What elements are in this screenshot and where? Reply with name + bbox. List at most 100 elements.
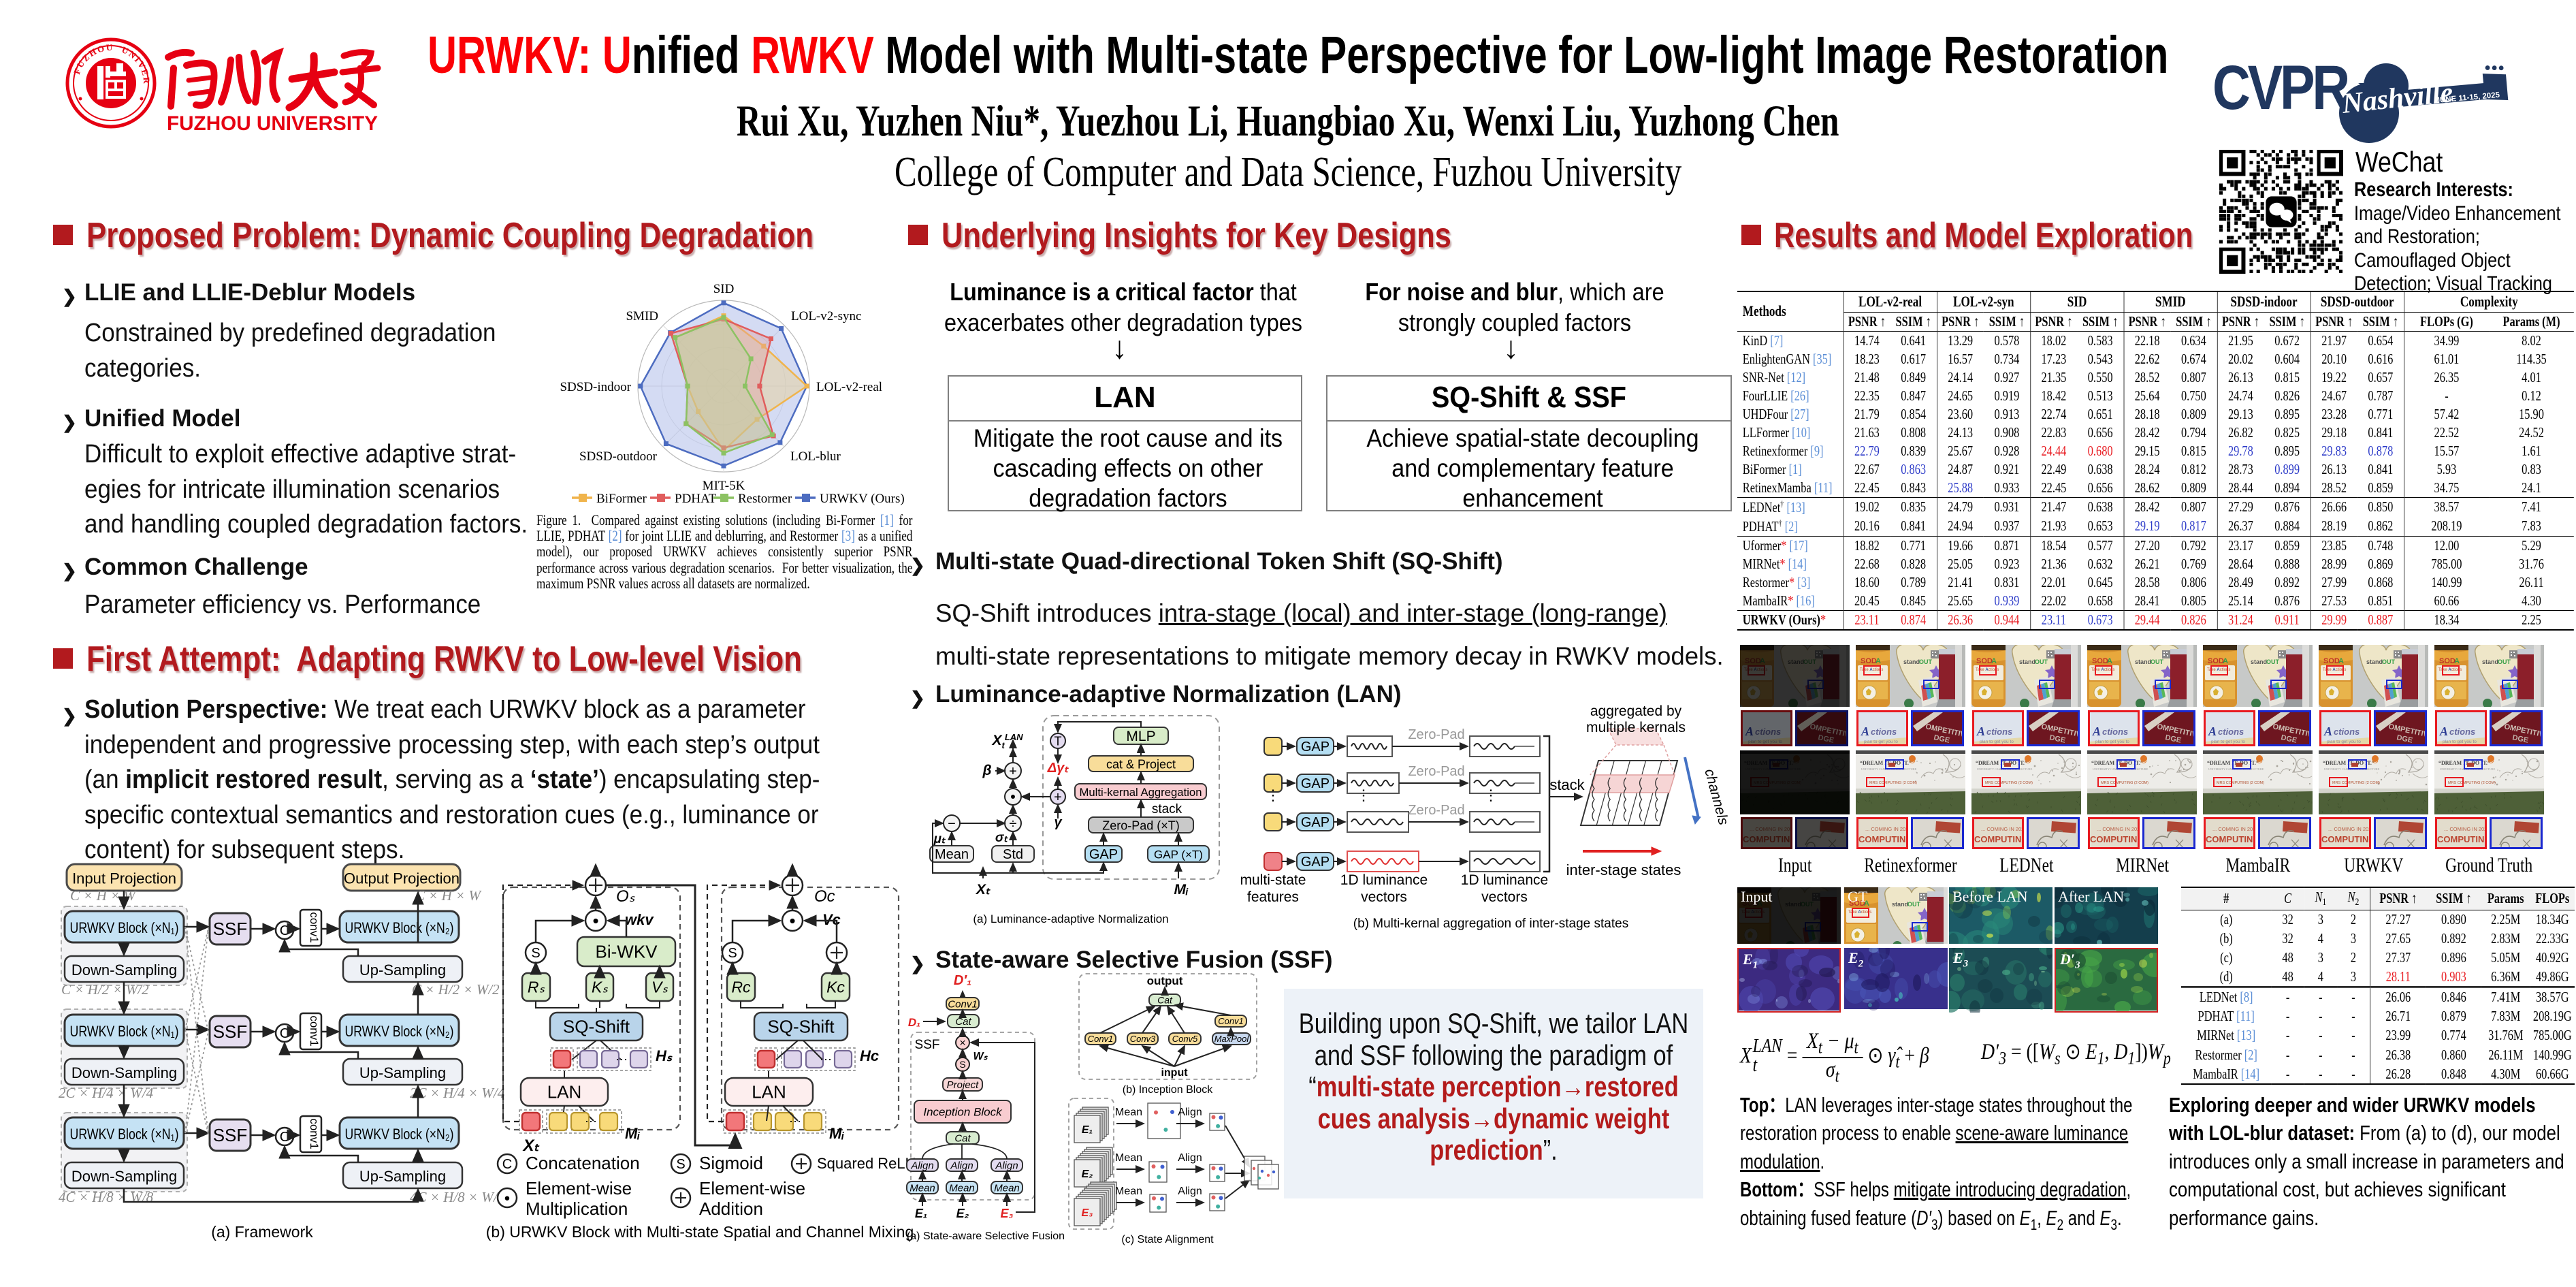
svg-text:Mᵢ: Mᵢ — [1174, 882, 1188, 897]
svg-text:Multi-kernal Aggregation: Multi-kernal Aggregation — [1080, 786, 1202, 799]
svg-text:Squared ReLU: Squared ReLU — [817, 1155, 916, 1172]
svg-text:1D luminance: 1D luminance — [1461, 872, 1548, 888]
svg-text:LOL-v2-sync: LOL-v2-sync — [791, 309, 861, 323]
svg-text:Conv1: Conv1 — [1218, 1016, 1244, 1026]
svg-text:LAN: LAN — [547, 1082, 582, 1102]
svg-text:•: • — [789, 910, 795, 931]
svg-text:S: S — [728, 946, 737, 961]
svg-text:β: β — [982, 763, 991, 778]
svg-text:Oc: Oc — [814, 887, 835, 906]
svg-text:÷: ÷ — [1010, 816, 1017, 831]
svg-text:SDSD-outdoor: SDSD-outdoor — [579, 449, 658, 464]
svg-text:conv1: conv1 — [308, 1015, 321, 1046]
svg-text:URWKV Block (×N₁): URWKV Block (×N₁) — [70, 919, 179, 936]
svg-text:ctions: ctions — [2334, 727, 2360, 737]
svg-text:1D luminance: 1D luminance — [1340, 872, 1428, 888]
svg-text:γ: γ — [1054, 815, 1063, 830]
svg-text:C: C — [280, 1026, 289, 1041]
svg-text:ctions: ctions — [2102, 727, 2128, 737]
svg-text:Take Actions: Take Actions — [2438, 668, 2462, 672]
svg-text:COMPUTING (: COMPUTING ( — [2321, 834, 2371, 844]
svg-text:MIT-5K: MIT-5K — [703, 479, 745, 493]
svg-text:⋮: ⋮ — [1356, 786, 1371, 804]
svg-text:stand: stand — [1892, 901, 1908, 908]
svg-text:COMPUTING (: COMPUTING ( — [1858, 834, 1908, 844]
svg-text:SOD: SOD — [1745, 657, 1761, 665]
svg-text:DGE: DGE — [1817, 733, 1835, 745]
svg-text:Vₛ: Vₛ — [651, 979, 668, 996]
svg-text:plan to get you to: plan to get you to — [1980, 740, 2014, 744]
svg-text:input: input — [1161, 1067, 1188, 1079]
svg-text:MRS COMPUTING (2 COM): MRS COMPUTING (2 COM) — [1985, 781, 2033, 785]
svg-text:OUT: OUT — [2382, 658, 2396, 665]
svg-text:aggregated by: aggregated by — [1590, 703, 1682, 719]
svg-text:Δγₜ: Δγₜ — [1047, 761, 1069, 776]
svg-text:vectors: vectors — [1481, 889, 1528, 905]
svg-text:Zero-Pad: Zero-Pad — [1408, 803, 1464, 818]
svg-text:Addition: Addition — [699, 1198, 763, 1219]
svg-text:plan to get you to: plan to get you to — [1748, 740, 1782, 744]
svg-text:Mean: Mean — [1115, 1186, 1142, 1197]
svg-text:DGE: DGE — [2164, 733, 2182, 745]
svg-text:Input Projection: Input Projection — [72, 870, 176, 887]
svg-text:SSF: SSF — [213, 1125, 248, 1145]
svg-text:Kₛ: Kₛ — [592, 979, 608, 996]
svg-text:A: A — [2439, 725, 2448, 738]
svg-text:channels: channels — [1701, 767, 1731, 827]
svg-text:Mean: Mean — [1115, 1152, 1142, 1164]
svg-text:FUZHOU UNIVERSITY: FUZHOU UNIVERSITY — [167, 112, 378, 135]
svg-text:Rc: Rc — [731, 979, 751, 996]
svg-text:Hc: Hc — [860, 1047, 879, 1064]
svg-text:PDHAT: PDHAT — [675, 492, 717, 506]
svg-text:(b) Inception Block: (b) Inception Block — [1123, 1084, 1214, 1096]
svg-text:A: A — [2323, 725, 2332, 738]
svg-text:... COMING IN 2021: ... COMING IN 2021 — [2097, 826, 2140, 832]
svg-text:DGE: DGE — [1933, 733, 1950, 745]
svg-text:ctions: ctions — [1871, 727, 1897, 737]
svg-text:plan to get you to: plan to get you to — [2095, 740, 2129, 744]
svg-text:GAP: GAP — [1089, 847, 1118, 862]
svg-text:Multiplication: Multiplication — [526, 1198, 628, 1219]
svg-text:SOD: SOD — [1849, 900, 1865, 908]
svg-text:OUT: OUT — [1907, 901, 1921, 908]
svg-text:ctions: ctions — [1986, 727, 2012, 737]
svg-text:URWKV Block (×N₂): URWKV Block (×N₂) — [345, 919, 454, 936]
svg-text:inter-stage states: inter-stage states — [1566, 861, 1681, 878]
svg-text:⋮: ⋮ — [1266, 786, 1281, 804]
svg-text:(b) Multi-kernal aggregation o: (b) Multi-kernal aggregation of inter-st… — [1353, 917, 1628, 931]
svg-text:MRS COMPUTING (2 COM): MRS COMPUTING (2 COM) — [2217, 781, 2264, 785]
svg-text:SSF: SSF — [213, 1021, 248, 1042]
svg-text:⋯: ⋯ — [615, 1053, 628, 1066]
svg-text:DGE: DGE — [2396, 733, 2413, 745]
svg-text:GAP (×T): GAP (×T) — [1154, 848, 1203, 861]
svg-text:Kc: Kc — [826, 979, 845, 996]
svg-text:C × H × W: C × H × W — [70, 887, 138, 904]
svg-text:E₂: E₂ — [1082, 1169, 1093, 1180]
svg-text:stand: stand — [1788, 658, 1804, 665]
svg-text:Up-Sampling: Up-Sampling — [359, 1168, 446, 1185]
svg-text:Cat: Cat — [955, 1016, 971, 1028]
svg-text:LAN: LAN — [752, 1082, 786, 1102]
svg-text:A: A — [1760, 657, 1765, 665]
svg-text:stack: stack — [1152, 802, 1182, 816]
svg-text:multi-state: multi-state — [1240, 872, 1306, 888]
svg-text:BiFormer: BiFormer — [596, 492, 647, 506]
svg-text:Zero-Pad: Zero-Pad — [1408, 764, 1464, 779]
svg-text:OUT: OUT — [1919, 658, 1933, 665]
svg-text:2C × H/4 × W/4: 2C × H/4 × W/4 — [59, 1085, 154, 1101]
svg-text:−: − — [948, 816, 956, 831]
svg-text:Up-Sampling: Up-Sampling — [359, 1064, 446, 1081]
svg-text:CVPR: CVPR — [2212, 53, 2349, 123]
svg-text:S: S — [676, 1157, 685, 1172]
svg-text:ctions: ctions — [2449, 727, 2475, 737]
svg-text:A: A — [2092, 725, 2101, 738]
svg-text:Take Actions: Take Actions — [1744, 668, 1767, 672]
svg-text:•: • — [504, 1189, 510, 1207]
svg-text:μₜ: μₜ — [933, 832, 946, 846]
svg-text:Take Actions: Take Actions — [1976, 668, 1999, 672]
svg-text:A: A — [1861, 725, 1869, 738]
svg-text:(c) State Alignment: (c) State Alignment — [1121, 1234, 1214, 1245]
svg-text:COMPUTING (: COMPUTING ( — [1743, 834, 1792, 844]
svg-text:S: S — [531, 946, 540, 961]
svg-text:A: A — [2107, 657, 2112, 665]
